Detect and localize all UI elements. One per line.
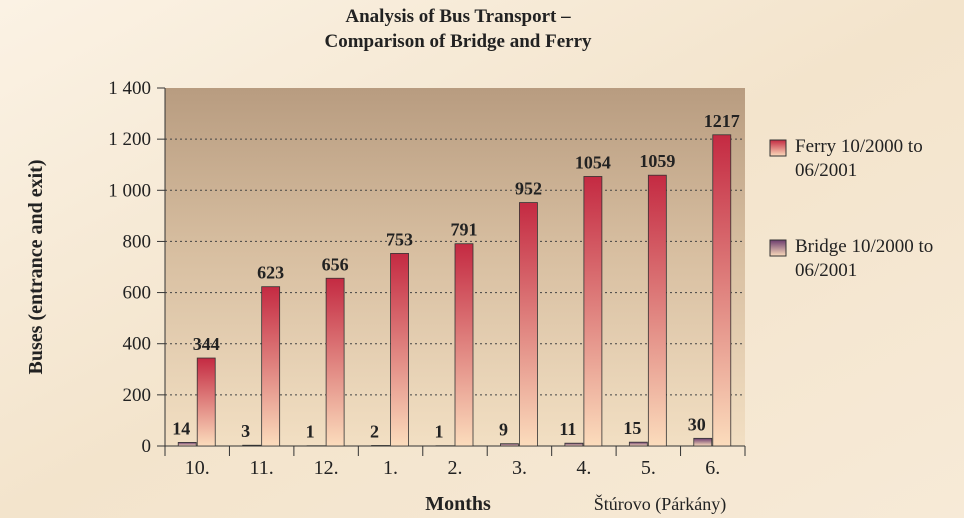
legend-label: Ferry 10/2000 to 06/2001 bbox=[795, 135, 955, 183]
x-tick-label: 1. bbox=[383, 457, 398, 479]
x-tick-label: 12. bbox=[314, 457, 339, 479]
bar bbox=[500, 444, 518, 446]
y-tick-label: 1 200 bbox=[108, 129, 151, 150]
bar bbox=[648, 175, 666, 446]
x-tick-label: 2. bbox=[448, 457, 463, 479]
x-axis-label: Months bbox=[425, 493, 491, 515]
y-tick-label: 800 bbox=[123, 231, 152, 252]
data-label: 9 bbox=[499, 420, 508, 440]
x-tick-label: 10. bbox=[185, 457, 210, 479]
chart-title: Analysis of Bus Transport – bbox=[345, 6, 571, 27]
data-label: 11 bbox=[559, 419, 576, 439]
bar bbox=[262, 287, 280, 446]
data-label: 1059 bbox=[639, 151, 675, 171]
bar bbox=[694, 438, 712, 446]
legend-label: Bridge 10/2000 to 06/2001 bbox=[795, 235, 955, 283]
data-label: 1 bbox=[306, 422, 315, 442]
bar bbox=[629, 442, 647, 446]
bar bbox=[584, 176, 602, 446]
bar bbox=[243, 445, 261, 446]
data-label: 753 bbox=[386, 229, 413, 249]
x-tick-label: 3. bbox=[512, 457, 527, 479]
bar bbox=[178, 442, 196, 446]
bar bbox=[713, 135, 731, 446]
annotation: Štúrovo (Párkány) bbox=[594, 493, 726, 515]
bar bbox=[197, 358, 215, 446]
chart-title: Comparison of Bridge and Ferry bbox=[324, 31, 592, 52]
data-label: 3 bbox=[241, 421, 250, 441]
legend-swatch bbox=[770, 140, 786, 156]
bar bbox=[326, 278, 344, 446]
data-label: 1217 bbox=[704, 111, 740, 131]
y-tick-label: 400 bbox=[123, 334, 152, 355]
legend-swatch bbox=[770, 240, 786, 256]
data-label: 15 bbox=[623, 418, 641, 438]
y-tick-label: 1 400 bbox=[108, 78, 151, 99]
bar bbox=[455, 244, 473, 446]
data-label: 344 bbox=[193, 334, 220, 354]
data-label: 2 bbox=[370, 421, 379, 441]
data-label: 791 bbox=[451, 220, 478, 240]
data-label: 656 bbox=[322, 254, 349, 274]
x-tick-label: 4. bbox=[576, 457, 591, 479]
x-tick-label: 5. bbox=[641, 457, 656, 479]
y-axis-label: Buses (entrance and exit) bbox=[25, 160, 47, 375]
x-tick-label: 6. bbox=[705, 457, 720, 479]
y-tick-label: 1 000 bbox=[108, 180, 151, 201]
y-tick-label: 200 bbox=[123, 385, 152, 406]
y-tick-label: 600 bbox=[123, 283, 152, 304]
data-label: 952 bbox=[515, 179, 542, 199]
bar bbox=[565, 443, 583, 446]
page: Analysis of Bus Transport – Comparison o… bbox=[0, 0, 964, 518]
bar bbox=[519, 203, 537, 446]
y-tick-label: 0 bbox=[142, 436, 152, 457]
data-label: 30 bbox=[688, 414, 706, 434]
data-label: 14 bbox=[172, 418, 190, 438]
bar bbox=[391, 253, 409, 446]
data-label: 1054 bbox=[575, 152, 611, 172]
bar bbox=[372, 445, 390, 446]
x-tick-label: 11. bbox=[250, 457, 274, 479]
data-label: 623 bbox=[257, 263, 284, 283]
data-label: 1 bbox=[435, 422, 444, 442]
